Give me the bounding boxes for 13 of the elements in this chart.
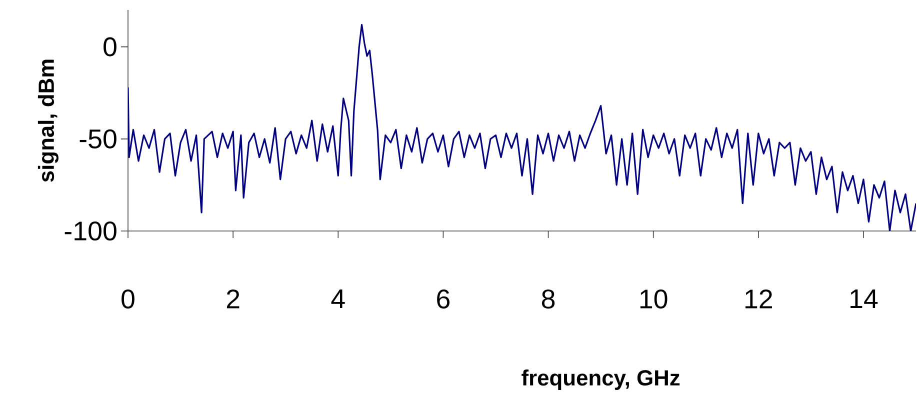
y-axis-title: signal, dBm bbox=[38, 60, 58, 182]
x-tick-label: 0 bbox=[122, 290, 134, 309]
y-tick-label: -100 bbox=[64, 221, 116, 241]
x-tick-label: 8 bbox=[542, 290, 555, 309]
x-tick-label: 2 bbox=[226, 290, 240, 308]
x-tick-label: 10 bbox=[640, 290, 668, 309]
x-tick-label: 4 bbox=[331, 290, 345, 308]
x-tick-label: 12 bbox=[745, 290, 772, 308]
x-tick-label: 6 bbox=[437, 290, 450, 309]
y-tick-label: -50 bbox=[80, 129, 116, 148]
x-axis-title: frequency, GHz bbox=[522, 370, 680, 390]
y-tick-label: 0 bbox=[104, 37, 116, 56]
x-tick-label: 14 bbox=[850, 290, 878, 308]
